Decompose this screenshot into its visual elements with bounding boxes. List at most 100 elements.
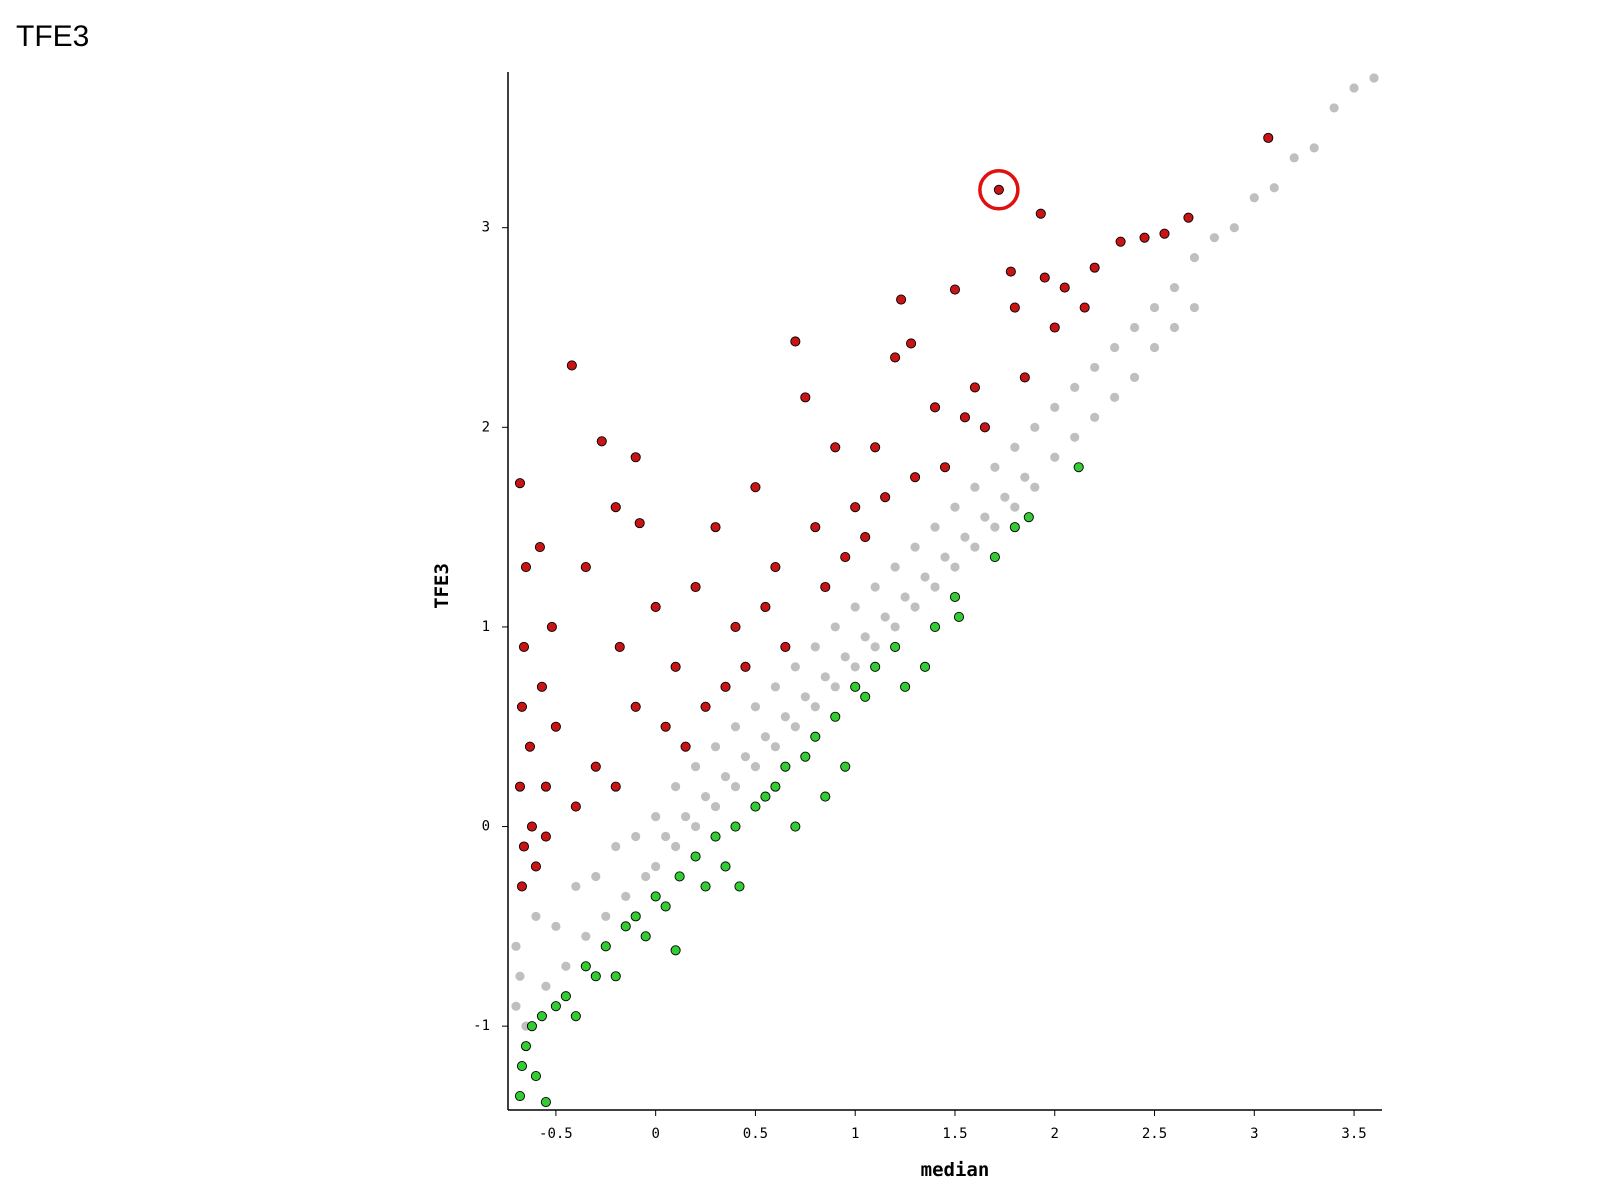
- point: [690, 762, 701, 772]
- point: [830, 682, 840, 692]
- point: [570, 1011, 581, 1022]
- point: [860, 691, 871, 702]
- point: [1000, 492, 1010, 502]
- point: [1039, 272, 1050, 283]
- point: [730, 782, 741, 792]
- point: [670, 945, 681, 956]
- point: [540, 781, 551, 792]
- point: [1059, 282, 1070, 293]
- point: [980, 512, 990, 522]
- point: [530, 861, 541, 872]
- point: [526, 821, 537, 832]
- point: [720, 772, 731, 782]
- point: [518, 841, 530, 852]
- point: [650, 891, 661, 902]
- point: [690, 581, 701, 593]
- point: [515, 971, 525, 981]
- point: [910, 472, 921, 483]
- x-axis-label: median: [921, 1159, 990, 1181]
- point: [690, 851, 701, 862]
- point: [610, 502, 621, 513]
- point: [1090, 412, 1100, 422]
- point: [840, 761, 851, 772]
- point: [1019, 372, 1030, 383]
- point: [929, 402, 941, 413]
- point: [710, 522, 721, 533]
- point: [611, 841, 621, 852]
- point: [1149, 302, 1160, 313]
- point: [850, 502, 861, 513]
- point: [734, 881, 745, 892]
- x-tick-label: 0.5: [743, 1126, 768, 1142]
- point: [770, 781, 781, 792]
- point: [671, 841, 681, 852]
- point: [600, 941, 611, 952]
- point: [1023, 512, 1034, 523]
- point: [920, 572, 930, 582]
- point: [566, 360, 577, 371]
- point: [860, 632, 870, 642]
- point: [620, 921, 631, 932]
- point: [1169, 322, 1180, 333]
- point: [1010, 502, 1020, 512]
- point: [700, 792, 711, 802]
- point: [590, 971, 601, 982]
- point: [1139, 232, 1150, 243]
- y-tick-label: 1: [482, 619, 490, 635]
- point: [993, 184, 1004, 195]
- point: [680, 811, 691, 822]
- point: [970, 542, 980, 552]
- page-title: TFE3: [16, 20, 89, 53]
- point: [601, 911, 611, 921]
- point: [540, 1096, 551, 1108]
- point: [919, 661, 931, 672]
- point: [1263, 132, 1274, 143]
- point: [820, 581, 831, 593]
- point: [1183, 212, 1194, 223]
- point: [740, 661, 751, 672]
- point: [1329, 103, 1339, 113]
- point: [591, 871, 601, 882]
- point: [550, 1001, 561, 1012]
- point: [590, 761, 601, 772]
- point: [870, 642, 880, 652]
- point: [634, 518, 645, 529]
- point: [770, 561, 781, 573]
- point: [1009, 302, 1020, 313]
- point: [520, 1041, 532, 1052]
- point: [730, 621, 741, 632]
- point: [810, 642, 820, 652]
- point: [1159, 228, 1170, 239]
- point: [890, 562, 900, 572]
- point: [906, 338, 917, 349]
- point: [570, 801, 581, 812]
- point: [700, 701, 711, 712]
- point: [1289, 153, 1299, 163]
- y-axis-label: TFE3: [431, 563, 453, 609]
- point: [950, 562, 960, 572]
- point: [514, 1090, 526, 1102]
- point: [550, 721, 561, 732]
- point: [630, 911, 641, 922]
- point: [810, 731, 821, 742]
- point: [800, 392, 811, 403]
- point: [1049, 322, 1060, 333]
- point: [760, 601, 771, 613]
- point: [1269, 183, 1279, 193]
- point: [514, 478, 526, 489]
- point: [760, 791, 771, 802]
- point: [671, 782, 681, 792]
- x-tick-label: 3.5: [1341, 1126, 1366, 1142]
- point: [890, 622, 900, 632]
- point: [1050, 402, 1060, 412]
- point: [860, 532, 871, 543]
- point: [930, 522, 940, 532]
- point: [1115, 236, 1126, 247]
- highlight-circle: [978, 169, 1020, 211]
- point: [896, 294, 907, 305]
- point: [530, 1071, 541, 1082]
- x-tick-label: 2.5: [1142, 1126, 1167, 1142]
- point: [840, 552, 851, 563]
- point: [514, 781, 526, 792]
